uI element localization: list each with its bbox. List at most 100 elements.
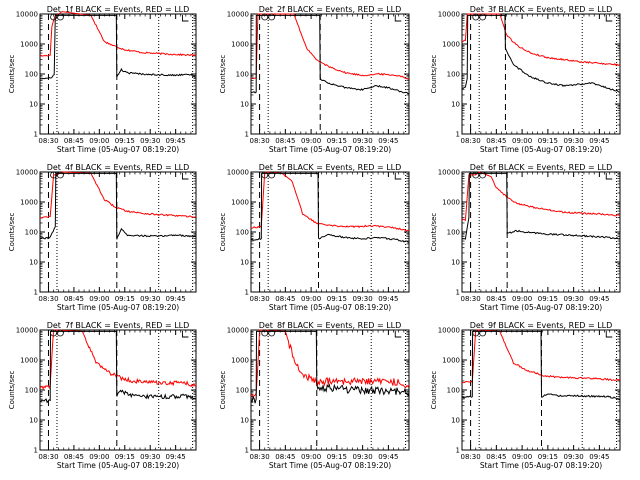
x-axis-label: Start Time (05-Aug-07 08:19:20) <box>57 461 179 470</box>
x-tick-label: 09:15 <box>538 137 558 145</box>
y-axis-label: Counts/sec <box>219 213 227 252</box>
y-tick-label: 100 <box>25 229 38 237</box>
series-events-line <box>462 172 620 240</box>
top-circle-marker <box>261 171 269 179</box>
x-tick-label: 08:45 <box>275 453 295 461</box>
y-tick-label: 10000 <box>227 327 249 335</box>
x-tick-label: 09:45 <box>166 295 186 303</box>
plot-frame <box>250 171 410 293</box>
series-lld-line <box>251 13 409 80</box>
series-events-line <box>40 172 196 240</box>
x-tick-label: 09:30 <box>564 137 584 145</box>
x-tick-label: 08:45 <box>486 295 506 303</box>
x-tick-label: 09:45 <box>589 137 609 145</box>
top-circle-marker <box>479 13 487 21</box>
y-tick-label: 1000 <box>442 357 460 365</box>
plot-frame <box>39 171 197 293</box>
x-tick-label: 09:45 <box>378 453 398 461</box>
x-tick-label: 08:30 <box>38 453 58 461</box>
y-tick-label: 1000 <box>20 357 38 365</box>
x-tick-label: 09:00 <box>89 295 109 303</box>
top-bracket-marker <box>605 173 613 180</box>
y-tick-label: 10 <box>240 417 249 425</box>
top-circle-marker <box>479 329 487 337</box>
top-bracket-marker <box>605 15 613 22</box>
y-tick-label: 1 <box>245 289 249 297</box>
y-tick-label: 1000 <box>231 357 249 365</box>
series-events-line <box>251 172 409 243</box>
x-tick-label: 09:00 <box>512 295 532 303</box>
y-tick-label: 10000 <box>438 11 460 19</box>
top-circle-marker <box>268 13 276 21</box>
x-tick-label: 08:30 <box>249 453 269 461</box>
series-lld-line <box>462 171 620 222</box>
x-axis-label: Start Time (05-Aug-07 08:19:20) <box>57 303 179 312</box>
y-tick-label: 10000 <box>438 169 460 177</box>
y-tick-label: 100 <box>25 71 38 79</box>
x-tick-label: 09:15 <box>115 295 135 303</box>
x-tick-label: 09:15 <box>327 453 347 461</box>
x-axis-label: Start Time (05-Aug-07 08:19:20) <box>480 303 602 312</box>
series-events-line <box>40 14 196 80</box>
top-bracket-marker <box>394 15 402 22</box>
series-lld-line <box>462 13 620 66</box>
x-tick-label: 09:15 <box>115 137 135 145</box>
y-tick-label: 10 <box>451 417 460 425</box>
x-tick-label: 09:00 <box>512 453 532 461</box>
x-tick-label: 09:30 <box>353 137 373 145</box>
x-tick-label: 09:45 <box>378 137 398 145</box>
x-tick-label: 09:00 <box>512 137 532 145</box>
x-tick-label: 08:45 <box>64 137 84 145</box>
panel-7: Det_7f BLACK = Events, RED = LLD 1 10 100 10… <box>8 321 197 470</box>
x-tick-label: 09:15 <box>538 295 558 303</box>
top-circle-marker <box>50 13 57 21</box>
top-bracket-marker <box>181 15 189 22</box>
x-tick-label: 09:15 <box>327 137 347 145</box>
x-tick-label: 08:30 <box>460 295 480 303</box>
plot-frame <box>461 171 621 293</box>
y-tick-label: 1000 <box>20 199 38 207</box>
panel-title: Det_6f BLACK = Events, RED = LLD <box>470 163 613 172</box>
x-tick-label: 08:30 <box>38 137 58 145</box>
y-tick-label: 100 <box>236 229 249 237</box>
x-tick-label: 09:45 <box>166 137 186 145</box>
y-tick-label: 1000 <box>231 41 249 49</box>
y-tick-label: 100 <box>447 387 460 395</box>
x-tick-label: 08:30 <box>38 295 58 303</box>
x-tick-label: 09:30 <box>140 453 160 461</box>
x-tick-label: 09:15 <box>115 453 135 461</box>
top-circle-marker <box>472 13 480 21</box>
y-tick-label: 1 <box>34 131 38 139</box>
panel-1: Det_1f BLACK = Events, RED = LLD 1 10 100 10… <box>8 5 197 154</box>
top-circle-marker <box>268 171 276 179</box>
x-axis-label: Start Time (05-Aug-07 08:19:20) <box>480 461 602 470</box>
panel-5: Det_5f BLACK = Events, RED = LLD 1 10 100 10… <box>219 163 410 312</box>
x-axis-label: Start Time (05-Aug-07 08:19:20) <box>269 461 391 470</box>
x-tick-label: 09:00 <box>89 137 109 145</box>
top-circle-marker <box>261 329 269 337</box>
y-tick-label: 10000 <box>16 169 38 177</box>
y-tick-label: 10 <box>29 101 38 109</box>
y-axis-label: Counts/sec <box>219 55 227 94</box>
series-lld-line <box>251 171 409 232</box>
x-tick-label: 09:00 <box>301 295 321 303</box>
series-events-line <box>462 330 620 401</box>
x-tick-label: 08:30 <box>249 295 269 303</box>
x-tick-label: 09:30 <box>564 453 584 461</box>
top-circle-marker <box>56 13 64 21</box>
y-tick-label: 10 <box>451 101 460 109</box>
y-tick-label: 100 <box>236 387 249 395</box>
y-tick-label: 1000 <box>442 199 460 207</box>
y-tick-label: 10000 <box>227 169 249 177</box>
y-tick-label: 1 <box>34 447 38 455</box>
y-axis-label: Counts/sec <box>8 371 16 410</box>
y-tick-label: 10000 <box>16 11 38 19</box>
top-circle-marker <box>472 171 480 179</box>
y-axis-label: Counts/sec <box>219 371 227 410</box>
panel-title: Det_4f BLACK = Events, RED = LLD <box>47 163 190 172</box>
x-axis-label: Start Time (05-Aug-07 08:19:20) <box>269 303 391 312</box>
top-bracket-marker <box>394 331 402 338</box>
x-tick-label: 09:00 <box>89 453 109 461</box>
y-axis-label: Counts/sec <box>430 55 438 94</box>
y-tick-label: 100 <box>25 387 38 395</box>
